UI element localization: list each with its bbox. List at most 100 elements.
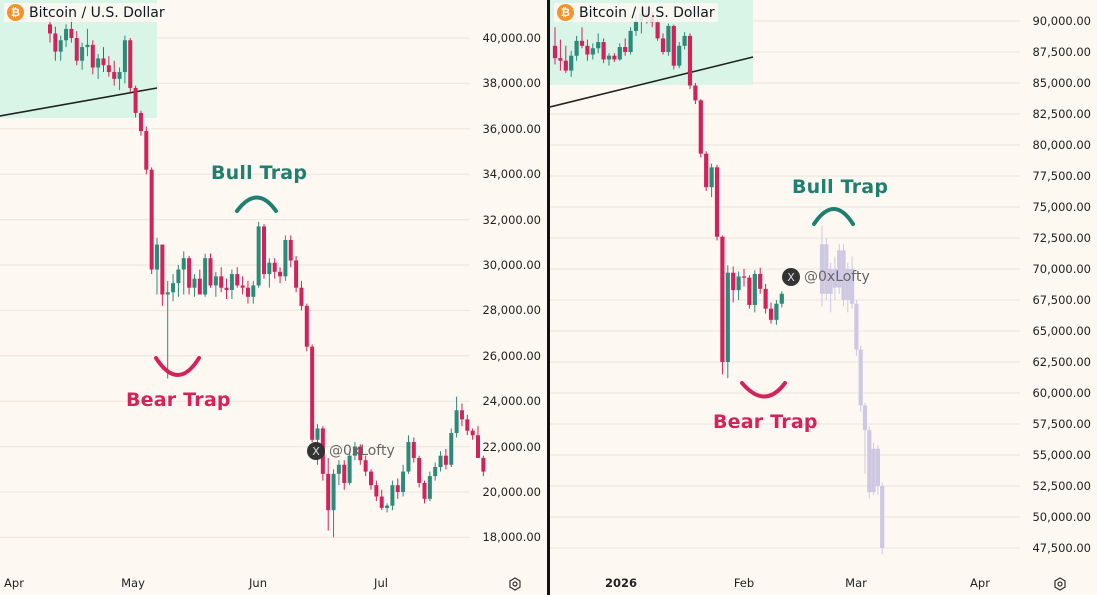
candle-body [828, 269, 833, 294]
candle-body [832, 269, 837, 288]
candle-body [369, 471, 373, 486]
settings-gear-icon[interactable] [508, 577, 522, 591]
candle-body [841, 250, 846, 300]
candle-body [476, 435, 480, 458]
candle-body [229, 274, 234, 290]
candle-body [165, 292, 170, 295]
candle-body [867, 430, 872, 493]
candle-body [315, 428, 320, 440]
candle-body [617, 47, 622, 60]
candle-body [558, 58, 563, 61]
candle-body [272, 262, 277, 272]
candle-body [240, 285, 245, 288]
candle-body [395, 485, 400, 492]
candle-body [213, 276, 218, 286]
right-candlestick-chart[interactable] [550, 0, 1097, 595]
candle-body [606, 55, 612, 60]
price-tick-label: 40,000.00 [482, 31, 541, 45]
candle-body [85, 44, 90, 48]
candle-body [122, 40, 127, 73]
left-chart-panel[interactable]: ₿ Bitcoin / U.S. Dollar 40,000.00 38,000.… [0, 0, 547, 595]
candle-body [752, 273, 757, 305]
candle-body [101, 58, 106, 66]
candle-body [336, 464, 341, 474]
candle-body [687, 35, 693, 86]
candle-body [224, 287, 229, 290]
candle-body [69, 28, 74, 38]
candle-body [714, 167, 720, 237]
panel-divider [547, 0, 550, 595]
candle-body [251, 285, 256, 297]
price-tick-label: 65,000.00 [1032, 324, 1091, 338]
candle-body [736, 276, 741, 291]
candle-body [845, 269, 850, 300]
candle-body [133, 87, 138, 113]
candle-body [433, 467, 438, 477]
watermark-handle: @0xLofty [804, 269, 870, 285]
price-tick-label: 47,500.00 [1032, 541, 1091, 555]
bear-trap-label: Bear Trap [126, 389, 231, 411]
candle-body [417, 457, 422, 483]
candle-body [552, 45, 558, 59]
symbol-title-text: Bitcoin / U.S. Dollar [29, 4, 165, 21]
right-chart-panel[interactable]: ₿ Bitcoin / U.S. Dollar 90,000.00 87,500.… [550, 0, 1097, 595]
candle-body [294, 260, 299, 288]
price-tick-label: 55,000.00 [1032, 448, 1091, 462]
symbol-title: ₿ Bitcoin / U.S. Dollar [4, 3, 168, 22]
candle-body [768, 308, 774, 320]
candle-body [112, 72, 117, 79]
price-tick-label: 28,000.00 [482, 303, 541, 318]
price-tick-label: 36,000.00 [482, 121, 541, 136]
candle-body [342, 464, 347, 483]
left-candlestick-chart[interactable] [0, 0, 547, 595]
candle-body [698, 100, 703, 154]
candle-body [304, 305, 309, 347]
candle-body [655, 22, 660, 39]
candle-body [596, 42, 601, 49]
candle-body [283, 240, 288, 277]
time-tick-label: Mar [845, 576, 867, 590]
candle-body [671, 25, 676, 66]
candle-body [858, 349, 863, 406]
candle-body [590, 48, 595, 55]
candle-body [660, 38, 666, 52]
bear-trap-arc [154, 356, 201, 377]
candle-body [288, 240, 293, 261]
candle-body [245, 287, 250, 297]
watermark: X @0xLofty [782, 268, 870, 286]
candle-body [741, 276, 747, 278]
time-tick-label: Feb [733, 576, 755, 590]
price-tick-label: 67,500.00 [1032, 293, 1091, 307]
candle-body [763, 288, 768, 309]
price-tick-label: 82,500.00 [1032, 107, 1091, 121]
candle-body [235, 274, 240, 286]
price-tick-label: 90,000.00 [1032, 14, 1091, 28]
candle-body [197, 278, 202, 295]
candle-body [144, 131, 149, 170]
candle-body [358, 446, 363, 461]
price-tick-label: 26,000.00 [482, 348, 541, 363]
candle-body [779, 293, 784, 304]
price-tick-label: 72,500.00 [1032, 231, 1091, 245]
settings-gear-icon[interactable] [1053, 577, 1067, 591]
candle-body [90, 44, 95, 68]
candle-body [155, 244, 159, 270]
candle-body [454, 410, 459, 433]
bitcoin-icon: ₿ [7, 4, 24, 21]
price-tick-label: 80,000.00 [1032, 138, 1091, 152]
candle-body [80, 47, 85, 61]
candle-body [352, 446, 357, 456]
candle-body [181, 258, 186, 270]
candle-body [850, 269, 855, 304]
price-tick-label: 50,000.00 [1032, 510, 1091, 524]
candle-body [731, 272, 736, 291]
candle-body [725, 272, 730, 362]
time-tick-label: May [121, 576, 145, 590]
candle-body [58, 40, 63, 52]
candle-body [862, 405, 868, 431]
candle-body [192, 278, 197, 288]
candle-body [149, 169, 154, 270]
candle-body [569, 55, 574, 71]
candle-body [203, 258, 208, 295]
time-tick-label: Apr [4, 576, 24, 590]
